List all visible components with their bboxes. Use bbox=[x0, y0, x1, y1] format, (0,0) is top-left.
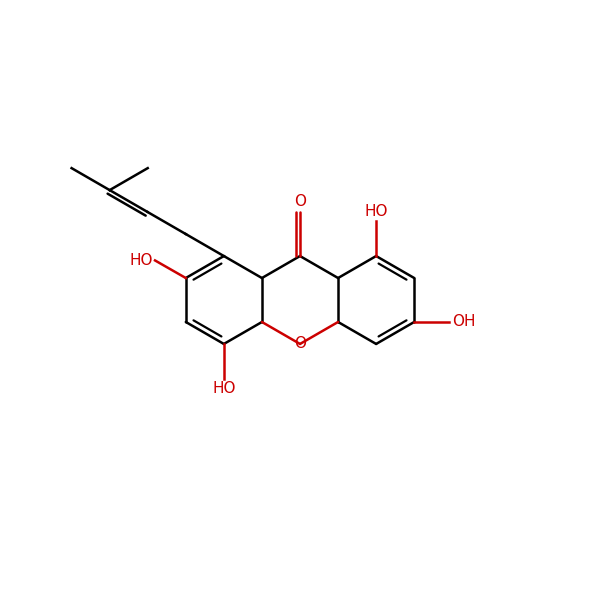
Text: OH: OH bbox=[452, 314, 475, 329]
Text: HO: HO bbox=[129, 253, 152, 268]
Text: HO: HO bbox=[364, 203, 388, 218]
Text: O: O bbox=[294, 194, 306, 209]
Text: HO: HO bbox=[212, 382, 236, 397]
Text: O: O bbox=[294, 337, 306, 352]
